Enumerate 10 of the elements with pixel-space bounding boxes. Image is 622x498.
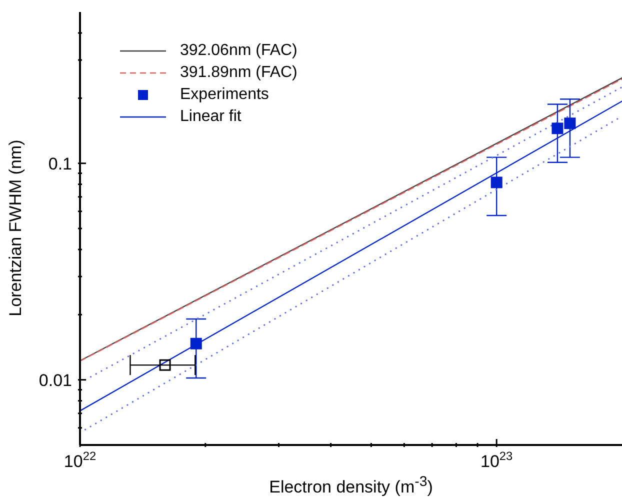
legend-label: Experiments <box>180 85 269 105</box>
x-tick-label: 10$^{23}$ <box>480 449 514 471</box>
x-axis-title: Electron density (m$^{-3}$) <box>268 474 434 498</box>
y-tick-label: 0.01 <box>38 370 72 390</box>
y-axis-title: Lorentzian FWHM (nm) <box>6 140 26 316</box>
legend-label: 391.89nm (FAC) <box>180 63 298 83</box>
x-tick-label: 10$^{22}$ <box>64 449 96 471</box>
y-tick-label: 0.1 <box>48 154 72 174</box>
legend-label: Linear fit <box>180 107 242 127</box>
legend-label: 392.06nm (FAC) <box>180 41 298 61</box>
